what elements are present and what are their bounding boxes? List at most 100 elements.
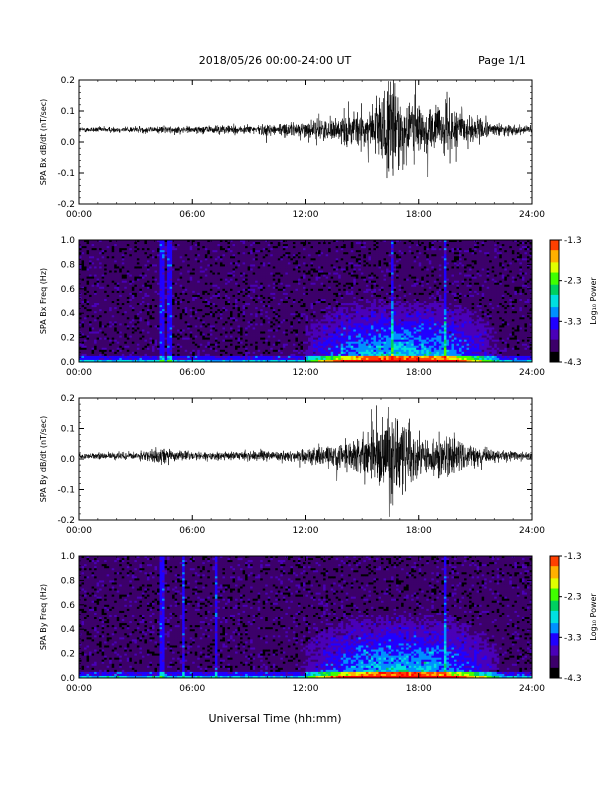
- spectrogram-cell: [169, 349, 173, 353]
- spectrogram-cell: [207, 270, 211, 273]
- spectrogram-cell: [164, 327, 168, 330]
- spectrogram-cell: [172, 242, 176, 245]
- spectrogram-cell: [129, 262, 133, 265]
- spectrogram-cell: [182, 307, 186, 310]
- spectrogram-cell: [199, 333, 203, 336]
- spectrogram-cell: [194, 258, 198, 261]
- spectrogram-cell: [81, 246, 85, 249]
- spectrogram-cell: [194, 268, 198, 271]
- spectrogram-cell: [109, 260, 113, 263]
- spectrogram-cell: [172, 272, 176, 275]
- spectrogram-cell: [129, 325, 133, 328]
- spectrogram-cell: [194, 343, 198, 347]
- spectrogram-cell: [159, 252, 163, 255]
- spectrogram-cell: [214, 262, 218, 265]
- spectrogram-cell: [164, 319, 168, 322]
- spectrogram-cell: [119, 323, 123, 326]
- spectrogram-cell: [197, 284, 201, 288]
- spectrogram-cell: [86, 347, 90, 351]
- spectrogram-cell: [219, 323, 223, 326]
- spectrogram-cell: [174, 278, 178, 282]
- spectrogram-cell: [204, 290, 208, 294]
- spectrogram-cell: [104, 311, 108, 314]
- spectrogram-cell: [172, 307, 176, 310]
- spectrogram-cell: [217, 329, 221, 332]
- spectrogram-cell: [99, 319, 103, 322]
- spectrogram-cell: [174, 335, 178, 338]
- spectrogram-cell: [119, 357, 123, 361]
- spectrogram-cell: [219, 250, 223, 253]
- spectrogram-cell: [187, 266, 191, 269]
- spectrogram-cell: [121, 266, 125, 269]
- spectrogram-cell: [212, 298, 216, 302]
- spectrogram-cell: [106, 337, 110, 341]
- spectrogram-cell: [222, 317, 226, 320]
- spectrogram-cell: [212, 347, 216, 351]
- spectrogram-cell: [144, 305, 148, 308]
- spectrogram-cell: [202, 292, 206, 296]
- spectrogram-cell: [177, 309, 181, 312]
- spectrogram-cell: [94, 266, 98, 269]
- spectrogram-cell: [134, 286, 138, 290]
- spectrogram-cell: [141, 307, 145, 310]
- spectrogram-cell: [99, 347, 103, 351]
- spectrogram-cell: [197, 317, 201, 320]
- spectrogram-cell: [149, 246, 153, 249]
- spectrogram-cell: [134, 343, 138, 347]
- spectrogram-cell: [219, 258, 223, 261]
- spectrogram-cell: [174, 331, 178, 334]
- spectrogram-cell: [131, 311, 135, 314]
- spectrogram-cell: [86, 272, 90, 275]
- spectrogram-cell: [101, 301, 105, 304]
- spectrogram-cell: [222, 290, 226, 294]
- spectrogram-cell: [167, 329, 170, 332]
- spectrogram-cell: [81, 309, 85, 312]
- spectrogram-cell: [119, 270, 123, 273]
- spectrogram-cell: [96, 321, 100, 324]
- spectrogram-cell: [212, 264, 216, 267]
- spectrogram-cell: [212, 296, 216, 300]
- spectrogram-cell: [79, 294, 82, 298]
- spectrogram-cell: [169, 353, 173, 357]
- spectrogram-cell: [121, 294, 125, 298]
- spectrogram-cell: [202, 311, 206, 314]
- spectrogram-cell: [131, 319, 135, 322]
- spectrogram-cell: [149, 270, 153, 273]
- spectrogram-cell: [99, 309, 103, 312]
- spectrogram-cell: [119, 260, 123, 263]
- spectrogram-cell: [187, 319, 191, 322]
- spectrogram-cell: [104, 303, 108, 306]
- spectrogram-cell: [167, 262, 170, 265]
- spectrogram-cell: [124, 339, 128, 343]
- spectrogram-cell: [162, 268, 165, 271]
- spectrogram-cell: [94, 359, 98, 363]
- spectrogram-cell: [114, 288, 118, 292]
- spectrogram-cell: [204, 305, 208, 308]
- spectrogram-cell: [86, 252, 90, 255]
- spectrogram-cell: [189, 256, 193, 259]
- spectrogram-cell: [167, 357, 170, 361]
- spectrogram-cell: [91, 280, 95, 284]
- spectrogram-cell: [111, 254, 115, 257]
- spectrogram-cell: [202, 337, 206, 341]
- spectrogram-cell: [157, 274, 160, 277]
- spectrogram-cell: [104, 290, 108, 294]
- spectrogram-cell: [106, 280, 110, 284]
- spectrogram-cell: [207, 303, 211, 306]
- spectrogram-cell: [126, 347, 130, 351]
- spectrogram-cell: [212, 327, 216, 330]
- spectrogram-cell: [202, 262, 206, 265]
- spectrogram-cell: [114, 347, 118, 351]
- spectrogram-cell: [224, 337, 228, 341]
- spectrogram-cell: [134, 268, 138, 271]
- spectrogram-cell: [84, 327, 87, 330]
- spectrogram-cell: [164, 347, 168, 351]
- spectrogram-cell: [179, 317, 183, 320]
- spectrogram-cell: [151, 343, 155, 347]
- spectrogram-cell: [189, 349, 193, 353]
- spectrogram-cell: [204, 307, 208, 310]
- spectrogram-cell: [124, 319, 128, 322]
- spectrogram-cell: [184, 278, 188, 282]
- spectrogram-cell: [217, 242, 221, 245]
- spectrogram-cell: [96, 266, 100, 269]
